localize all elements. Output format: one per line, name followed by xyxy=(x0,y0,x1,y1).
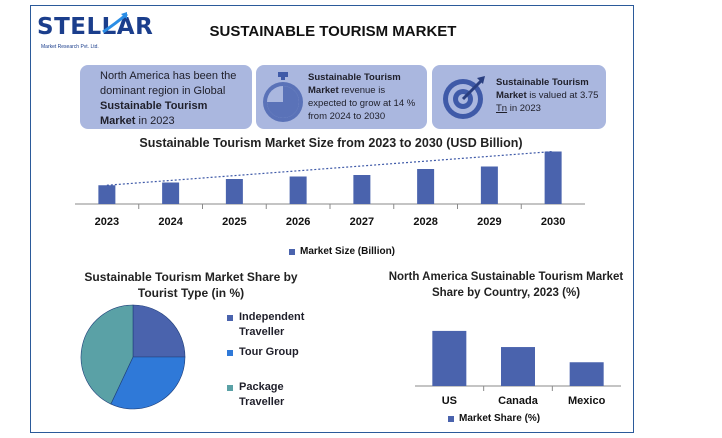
country-share-chart-title: North America Sustainable Tourism Market… xyxy=(388,271,624,299)
bar-2027 xyxy=(353,175,371,204)
region-card-text: North America has been the dominant regi… xyxy=(100,70,237,97)
growth-card-text: Sustainable Tourism Market revenue is ex… xyxy=(308,71,424,123)
value-card-pre: is valued at 3.75 xyxy=(526,90,599,101)
bar-2030 xyxy=(544,151,562,204)
bar-2028 xyxy=(417,169,435,204)
legend-swatch xyxy=(289,248,295,255)
pie-legend-item: Independent Traveller xyxy=(227,310,329,340)
country-share-chart: US Canada Mexico xyxy=(415,330,621,407)
market-size-chart: 2023 2024 2025 2026 2027 2028 2029 2030 xyxy=(75,150,585,228)
growth-card-post: revenue is expected to grow at 14 % from… xyxy=(308,85,416,122)
brand-logo: STELLAR Market Research Pvt. Ltd. xyxy=(37,10,153,56)
legend-swatch xyxy=(227,315,233,321)
x-tick-label: 2026 xyxy=(286,216,310,228)
legend-label: Independent Traveller xyxy=(239,311,305,338)
page-title: SUSTAINABLE TOURISM MARKET xyxy=(209,23,457,40)
x-tick-label: 2028 xyxy=(413,216,437,228)
x-tick-label: 2027 xyxy=(350,216,374,228)
bar-2024 xyxy=(162,182,180,204)
legend-swatch xyxy=(227,385,233,391)
x-tick-label: 2029 xyxy=(477,216,501,228)
bar-US xyxy=(432,330,467,386)
trendline xyxy=(106,150,554,186)
brand-tagline: Market Research Pvt. Ltd. xyxy=(41,44,99,50)
infographic-frame: STELLAR Market Research Pvt. Ltd. SUSTAI… xyxy=(30,5,634,433)
x-tick-label: 2030 xyxy=(541,216,565,228)
value-card: Sustainable Tourism Market is valued at … xyxy=(432,65,606,129)
stopwatch-icon xyxy=(263,72,303,122)
region-card-post: in 2023 xyxy=(135,115,175,127)
legend-label: Market Size (Billion) xyxy=(300,246,396,257)
x-tick-label: 2025 xyxy=(222,216,246,228)
market-size-chart-title: Sustainable Tourism Market Size from 202… xyxy=(139,136,523,150)
country-share-legend: Market Share (%) xyxy=(448,413,540,424)
x-tick-label: Canada xyxy=(498,395,539,407)
x-tick-label: 2023 xyxy=(95,216,119,228)
pie-legend-item: Package Traveller xyxy=(227,380,329,410)
region-card-bold: Sustainable Tourism Market xyxy=(100,100,208,127)
x-tick-label: US xyxy=(442,395,457,407)
bar-Canada xyxy=(501,347,535,386)
legend-label: Market Share (%) xyxy=(459,413,541,424)
growth-card: Sustainable Tourism Market revenue is ex… xyxy=(256,65,427,129)
brand-name: STELLAR xyxy=(37,14,154,40)
x-tick-label: 2024 xyxy=(158,216,183,228)
pie-legend-item: Tour Group xyxy=(227,345,329,360)
bar-2026 xyxy=(289,176,307,204)
value-card-text: Sustainable Tourism Market is valued at … xyxy=(496,76,604,115)
bar-2029 xyxy=(480,166,498,204)
pie-slice xyxy=(110,356,186,410)
tourist-type-chart-title: Sustainable Tourism Market Share by Tour… xyxy=(84,270,298,300)
legend-swatch xyxy=(227,350,233,356)
value-card-post: in 2023 xyxy=(507,103,541,114)
legend-label: Tour Group xyxy=(239,346,299,358)
pie-slice xyxy=(80,304,134,405)
growth-card-bold: Sustainable Tourism Market xyxy=(308,72,401,96)
bar-2025 xyxy=(225,179,243,204)
tourist-type-pie xyxy=(80,304,186,410)
pie-slice xyxy=(132,304,186,358)
legend-label: Package Traveller xyxy=(239,381,285,408)
x-tick-label: Mexico xyxy=(568,395,606,407)
bar-2023 xyxy=(98,185,116,204)
star-arrow-icon xyxy=(102,12,128,34)
value-card-unit: Tn xyxy=(496,103,508,114)
target-icon xyxy=(443,76,485,119)
region-card: North America has been the dominant regi… xyxy=(80,65,252,129)
bar-Mexico xyxy=(569,362,604,386)
value-card-bold: Sustainable Tourism Market xyxy=(496,77,589,101)
market-size-legend: Market Size (Billion) xyxy=(289,246,395,257)
legend-swatch xyxy=(448,415,454,422)
